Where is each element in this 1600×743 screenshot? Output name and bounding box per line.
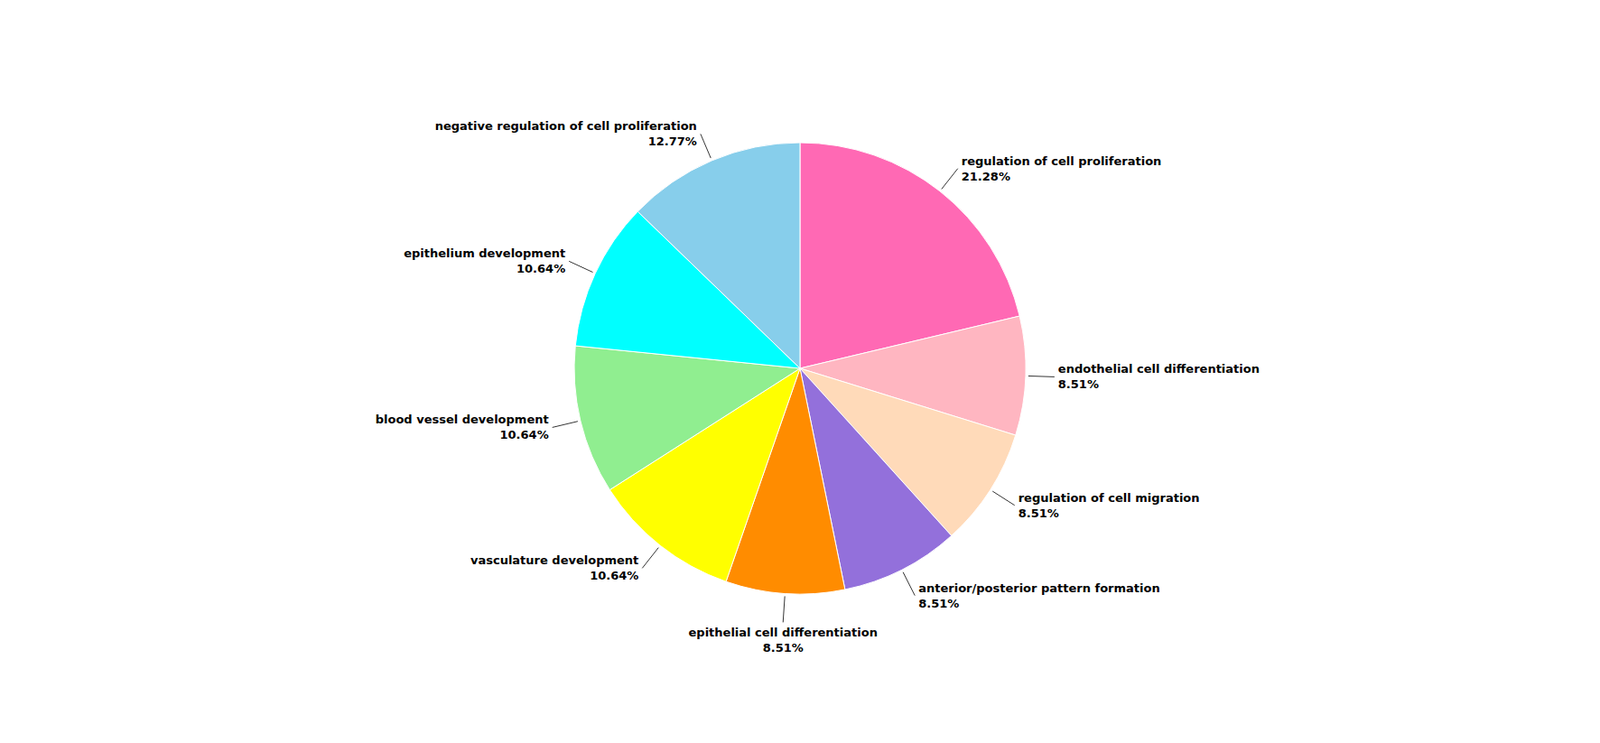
svg-text:vasculature development10.64%: vasculature development10.64% bbox=[470, 553, 639, 583]
svg-text:negative regulation of cell pr: negative regulation of cell proliferatio… bbox=[435, 119, 698, 149]
svg-text:blood vessel development10.64%: blood vessel development10.64% bbox=[375, 412, 549, 442]
svg-text:endothelial cell differentiati: endothelial cell differentiation8.51% bbox=[1058, 362, 1260, 391]
svg-text:epithelial cell differentiatio: epithelial cell differentiation8.51% bbox=[688, 625, 878, 655]
svg-text:regulation of cell migration8.: regulation of cell migration8.51% bbox=[1018, 491, 1200, 521]
svg-text:epithelium development10.64%: epithelium development10.64% bbox=[403, 246, 566, 276]
svg-text:regulation of cell proliferati: regulation of cell proliferation21.28% bbox=[961, 154, 1163, 184]
svg-text:anterior/posterior pattern for: anterior/posterior pattern formation8.51… bbox=[918, 581, 1160, 611]
